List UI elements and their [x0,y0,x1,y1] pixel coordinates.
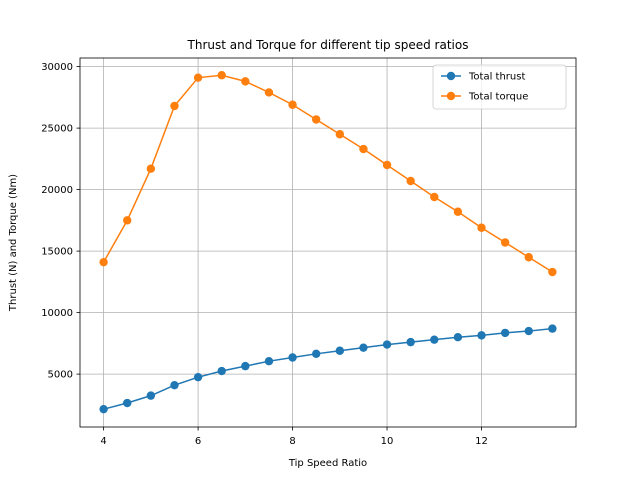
data-point [311,115,321,124]
y-tick-label: 10000 [41,308,73,319]
series-total-torque [99,71,557,277]
data-point [311,349,321,359]
legend-marker [446,91,456,101]
data-point [193,372,203,382]
data-point [406,176,415,186]
data-point [335,130,345,139]
data-point [406,337,415,347]
data-point [288,353,297,362]
x-tick-label: 4 [100,436,106,447]
y-tick-label: 20000 [41,185,73,196]
data-point [241,361,250,371]
data-point [170,101,179,111]
legend-box [432,64,567,110]
data-point [193,73,203,82]
data-point [524,326,533,336]
data-point [382,160,392,170]
chart-title: Thrust and Torque for different tip spee… [187,38,469,52]
x-tick-label: 10 [381,436,394,447]
data-point [382,340,392,349]
series-total-thrust [99,324,557,414]
data-point [548,324,557,333]
data-point [335,346,345,355]
legend-entry: Total torque [441,92,528,103]
data-point [477,331,486,340]
data-point [241,77,250,86]
plot-frame [79,57,577,428]
data-point [99,257,108,267]
legend-marker [446,71,456,81]
data-point [500,328,510,338]
data-point [430,192,439,202]
y-axis-label: Thrust (N) and Torque (Nm) [8,174,19,312]
data-point [359,144,368,154]
x-tick-label: 12 [475,436,488,447]
x-axis-label: Tip Speed Ratio [288,458,367,469]
data-point [170,380,179,390]
data-point [217,71,226,80]
data-point [217,366,226,376]
data-point [477,223,486,232]
legend: Total thrust Total torque [432,64,567,110]
data-point [288,100,297,109]
x-tick-label: 8 [289,436,295,447]
x-tick-label: 6 [195,436,201,447]
data-point [453,207,463,216]
data-point [264,356,274,366]
data-point [430,335,439,344]
data-point [264,88,274,97]
data-point [146,164,156,173]
data-point [453,333,463,342]
ticks: 4 6 8 10 12 5000 10000 15000 20000 25000 30000 [41,62,488,447]
data-point [500,238,510,247]
legend-entry: Total thrust [441,72,525,83]
data-point [123,216,132,225]
legend-label: Total thrust [468,72,525,83]
y-tick-label: 30000 [41,62,73,73]
series-line [102,74,553,273]
data-point [524,253,533,262]
y-tick-label: 15000 [41,247,73,258]
y-tick-label: 25000 [41,124,73,135]
data-point [146,391,156,400]
series-layer [99,71,557,414]
data-point [123,398,132,408]
data-point [359,343,368,352]
data-point [99,404,108,414]
legend-label: Total torque [468,92,528,103]
data-point [548,267,557,277]
y-tick-label: 5000 [48,370,73,381]
